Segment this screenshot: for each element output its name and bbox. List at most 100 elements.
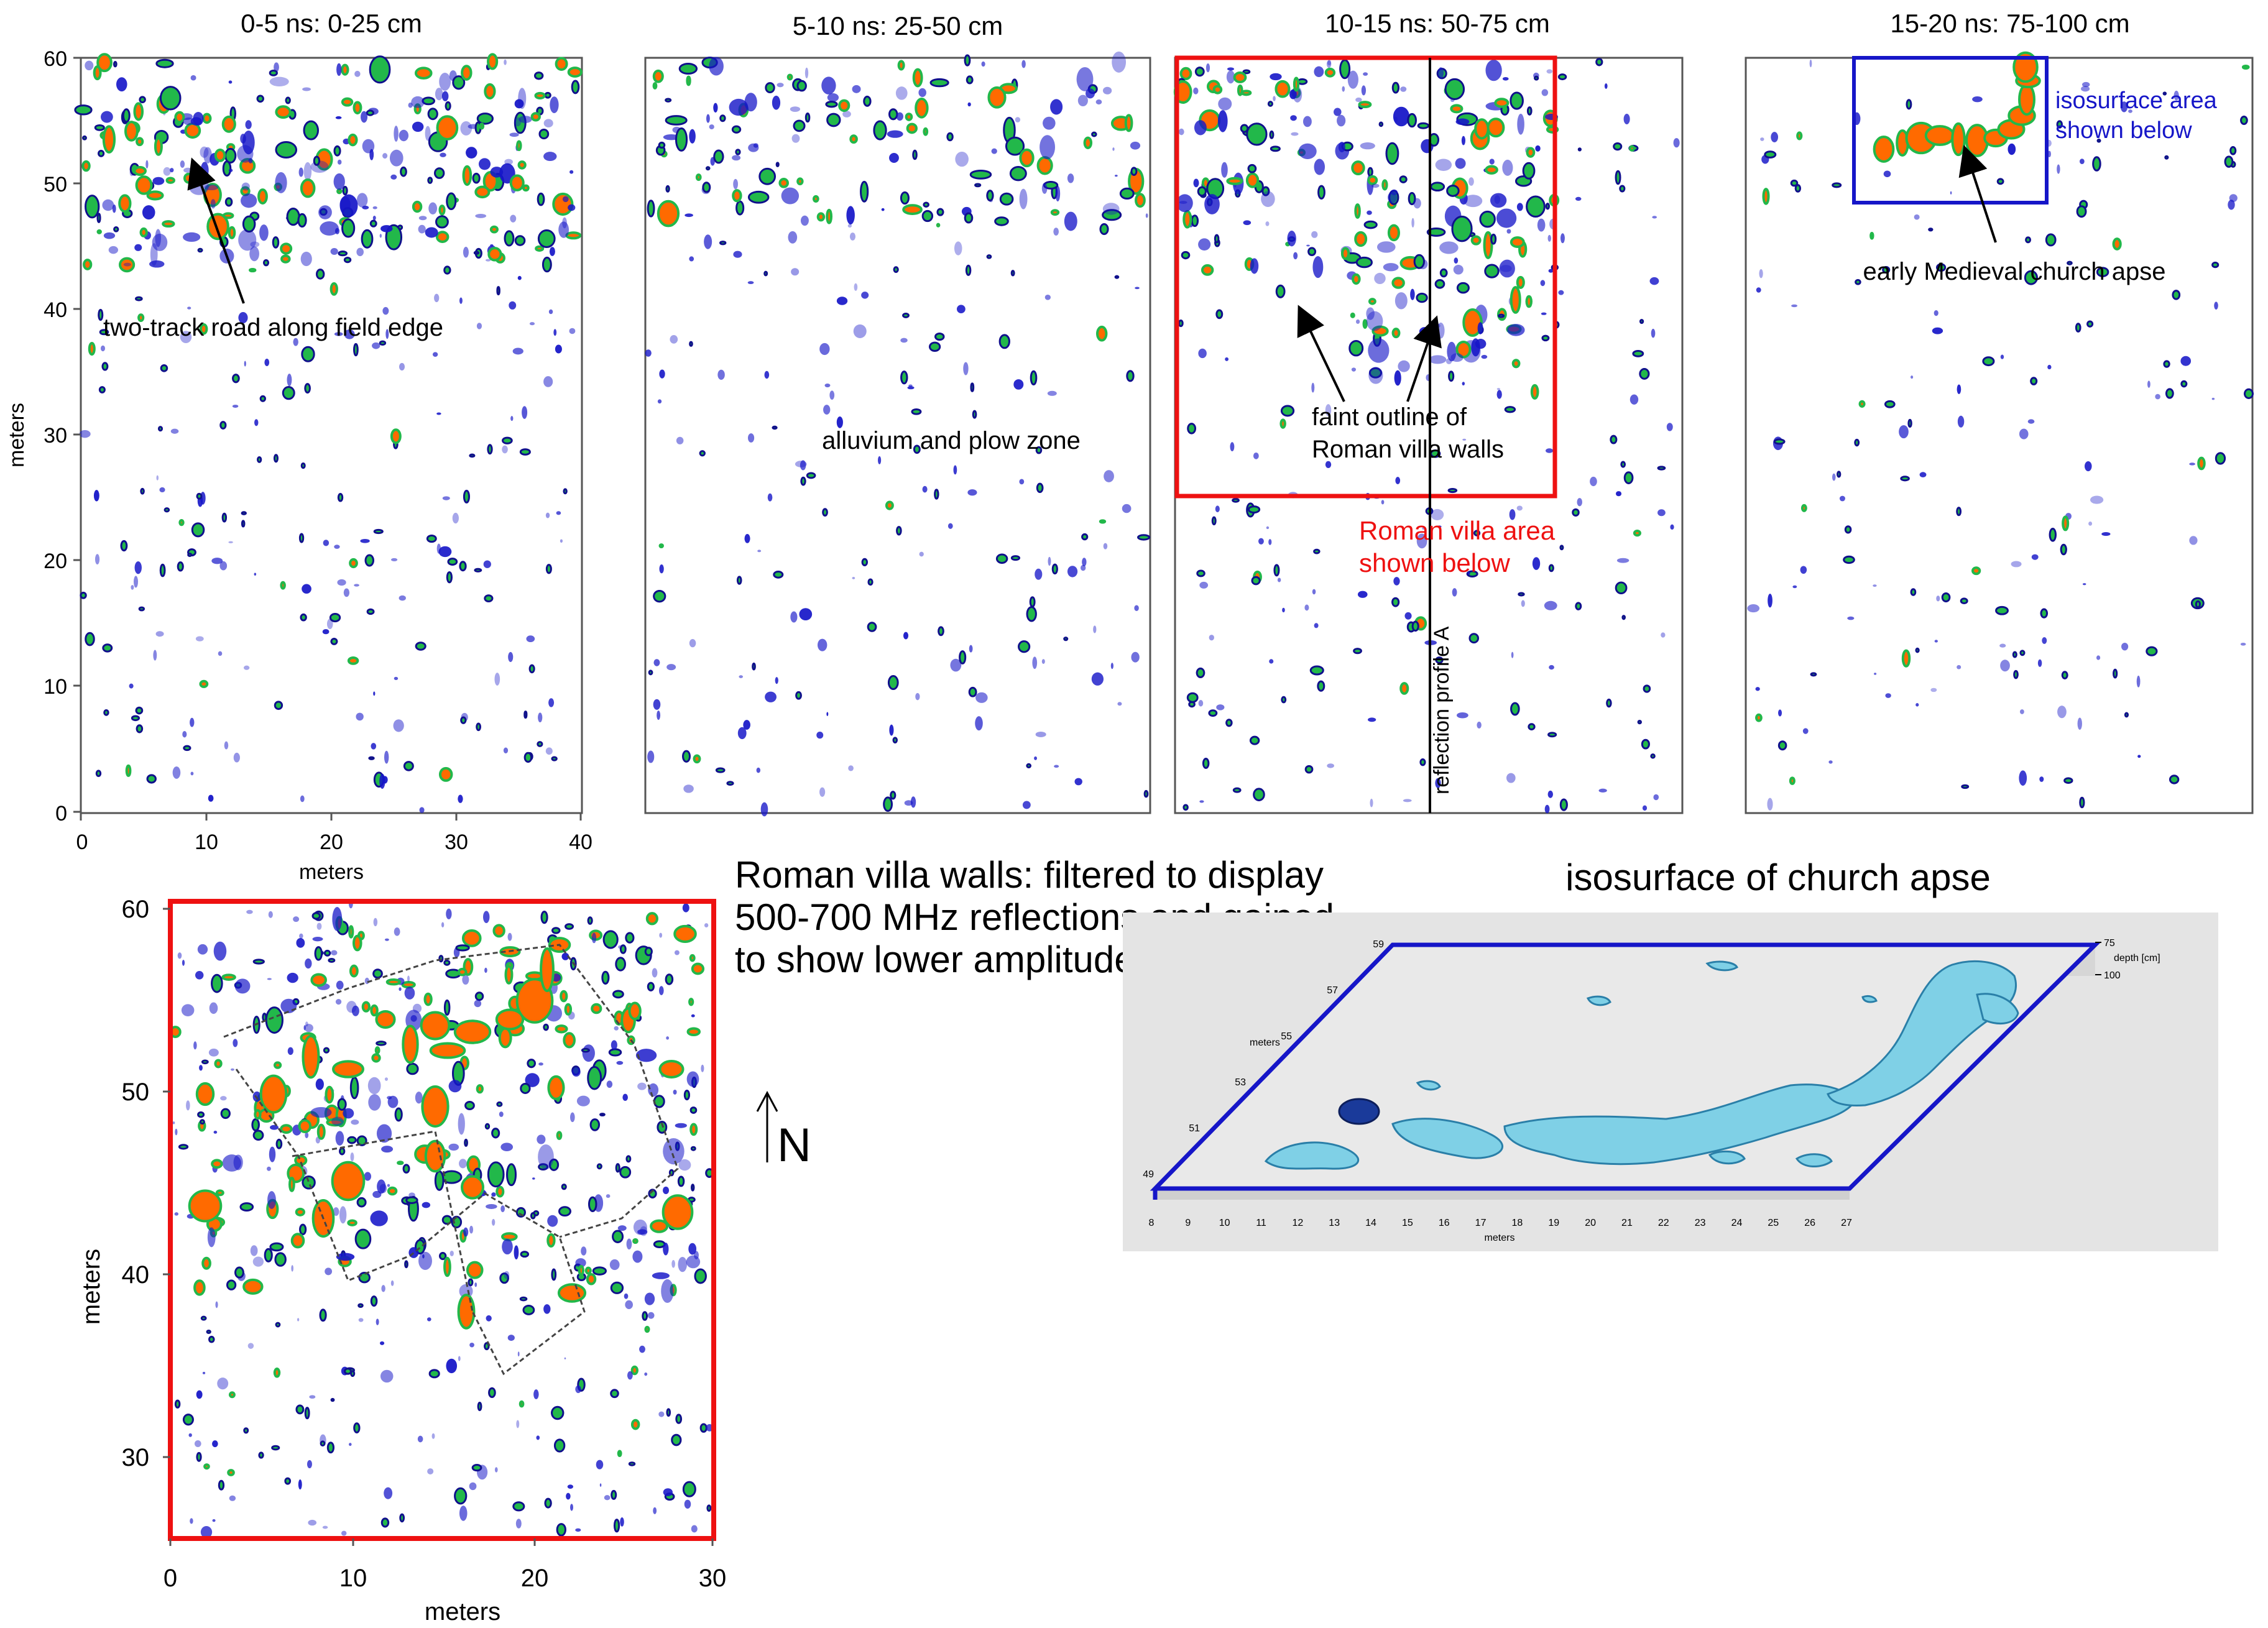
- amplitude-blob: [1358, 101, 1372, 109]
- amplitude-blob: [1381, 500, 1385, 505]
- amplitude-blob: [912, 68, 923, 88]
- amplitude-blob: [332, 906, 343, 931]
- amplitude-blob: [300, 795, 305, 803]
- amplitude-blob: [415, 642, 426, 651]
- amplitude-blob: [900, 370, 908, 385]
- amplitude-blob: [902, 313, 910, 318]
- amplitude-blob: [83, 259, 93, 270]
- amplitude-blob: [694, 1268, 707, 1284]
- amplitude-blob: [344, 1368, 352, 1375]
- amplitude-blob: [1304, 604, 1309, 611]
- amplitude-blob: [2031, 554, 2039, 560]
- amplitude-blob: [1363, 220, 1378, 229]
- amplitude-blob: [336, 1253, 355, 1261]
- amplitude-blob: [915, 692, 920, 701]
- amplitude-blob: [343, 1108, 354, 1119]
- amplitude-blob: [614, 1026, 619, 1031]
- amplitude-blob: [371, 1053, 381, 1063]
- amplitude-blob: [264, 1248, 273, 1262]
- amplitude-blob: [94, 554, 100, 565]
- amplitude-blob: [534, 91, 546, 99]
- amplitude-blob: [376, 1318, 379, 1325]
- amplitude-blob: [227, 1469, 235, 1476]
- amplitude-blob: [1999, 643, 2006, 648]
- amplitude-blob: [228, 168, 233, 172]
- amplitude-blob: [200, 162, 209, 179]
- amplitude-blob: [1277, 577, 1281, 582]
- amplitude-blob: [1281, 696, 1287, 704]
- amplitude-blob: [1630, 394, 1639, 405]
- amplitude-blob: [1434, 279, 1445, 289]
- amplitude-blob: [464, 1138, 468, 1147]
- amplitude-blob: [889, 724, 894, 736]
- amplitude-blob: [968, 686, 977, 697]
- amplitude-blob: [555, 57, 568, 71]
- amplitude-blob: [485, 259, 491, 262]
- amplitude-blob: [1374, 272, 1386, 285]
- amplitude-blob: [139, 96, 146, 104]
- amplitude-blob: [1546, 448, 1554, 453]
- amplitude-blob: [2086, 320, 2094, 328]
- amplitude-blob: [1019, 479, 1025, 485]
- amplitude-blob: [561, 1184, 567, 1190]
- amplitude-blob: [1467, 571, 1470, 575]
- caption-line3: to show lower amplitudes: [735, 939, 1154, 980]
- amplitude-blob: [1489, 159, 1495, 165]
- amplitude-blob: [369, 55, 391, 84]
- iso-x-tick: 11: [1256, 1218, 1266, 1228]
- amplitude-blob: [402, 1164, 410, 1174]
- amplitude-blob: [303, 162, 312, 181]
- amplitude-blob: [526, 635, 535, 643]
- amplitude-blob: [122, 108, 131, 123]
- amplitude-blob: [1246, 122, 1268, 146]
- amplitude-blob: [626, 1238, 632, 1250]
- amplitude-blob: [1416, 292, 1428, 303]
- amplitude-blob: [790, 611, 798, 623]
- amplitude-blob: [302, 87, 311, 91]
- amplitude-blob: [329, 612, 341, 623]
- amplitude-blob: [1873, 136, 1895, 163]
- amplitude-blob: [923, 201, 929, 208]
- amplitude-blob: [1657, 466, 1666, 471]
- amplitude-blob: [461, 65, 472, 81]
- amplitude-blob: [159, 563, 166, 577]
- amplitude-blob: [1293, 76, 1300, 92]
- amplitude-blob: [589, 1118, 601, 1131]
- amplitude-blob: [183, 232, 201, 242]
- amplitude-blob: [1516, 203, 1523, 211]
- amplitude-blob: [464, 1100, 475, 1111]
- apse-surface: [1264, 960, 2019, 1170]
- amplitude-blob: [1455, 118, 1470, 126]
- amplitude-blob: [836, 416, 843, 428]
- amplitude-blob: [1208, 709, 1218, 717]
- amplitude-blob: [504, 1271, 510, 1279]
- amplitude-blob: [877, 456, 882, 464]
- amplitude-blob: [382, 153, 388, 159]
- amplitude-blob: [1936, 596, 1940, 602]
- amplitude-blob: [131, 715, 141, 722]
- amplitude-blob: [157, 426, 164, 432]
- amplitude-blob: [678, 1256, 687, 1272]
- amplitude-blob: [448, 1143, 459, 1151]
- amplitude-blob: [165, 177, 175, 184]
- amplitude-blob: [1437, 525, 1442, 528]
- amplitude-blob: [1261, 191, 1275, 207]
- amplitude-blob: [763, 270, 768, 277]
- amplitude-blob: [418, 1251, 432, 1270]
- amplitude-blob: [581, 1047, 590, 1053]
- amplitude-blob: [575, 1528, 581, 1532]
- amplitude-blob: [1485, 165, 1498, 175]
- amplitude-blob: [135, 706, 144, 715]
- amplitude-blob: [487, 53, 499, 70]
- amplitude-blob: [556, 1131, 563, 1140]
- amplitude-blob: [1540, 280, 1546, 287]
- amplitude-blob: [612, 990, 624, 999]
- amplitude-blob: [619, 1166, 632, 1179]
- amplitude-blob: [1934, 310, 1938, 316]
- y-tick-label: 60: [44, 47, 67, 71]
- amplitude-blob: [287, 374, 292, 387]
- amplitude-blob: [238, 229, 257, 251]
- amplitude-blob: [1216, 704, 1225, 711]
- amplitude-blob: [446, 571, 453, 584]
- amplitude-blob: [2057, 706, 2067, 719]
